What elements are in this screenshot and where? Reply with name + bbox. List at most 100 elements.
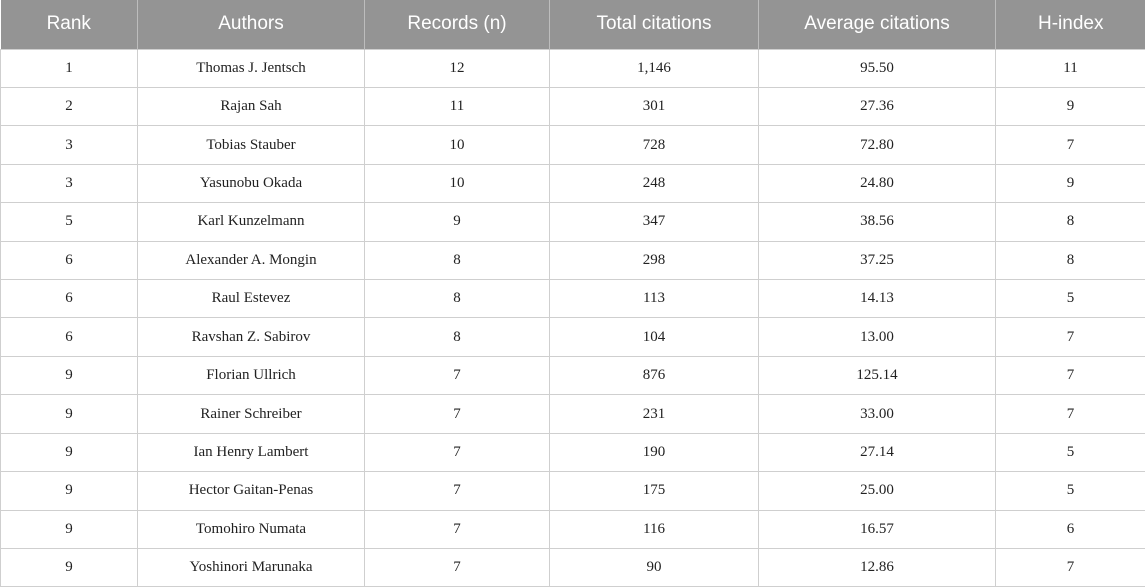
table-row: 9 Hector Gaitan-Penas 7 175 25.00 5 xyxy=(0,471,1145,511)
rank-cell: 6 xyxy=(0,279,138,319)
h-index-cell: 7 xyxy=(995,317,1145,357)
author-cell: Thomas J. Jentsch xyxy=(137,48,365,88)
average-citations-cell: 12.86 xyxy=(758,547,996,587)
total-citations-cell: 190 xyxy=(549,432,759,473)
table-row: 1 Thomas J. Jentsch 12 1,146 95.50 11 xyxy=(0,48,1145,88)
rank-cell: 3 xyxy=(0,125,138,165)
table-row: 3 Tobias Stauber 10 728 72.80 7 xyxy=(0,125,1145,165)
author-cell: Yoshinori Marunaka xyxy=(137,547,365,587)
records-cell: 7 xyxy=(364,509,550,549)
average-citations-cell: 16.57 xyxy=(758,509,996,549)
h-index-cell: 7 xyxy=(995,394,1145,434)
author-cell: Rajan Sah xyxy=(137,86,365,127)
header-authors: Authors xyxy=(137,0,365,49)
rank-cell: 9 xyxy=(0,471,138,511)
table-row: 6 Alexander A. Mongin 8 298 37.25 8 xyxy=(0,240,1145,281)
total-citations-cell: 231 xyxy=(549,394,759,434)
records-cell: 10 xyxy=(364,163,550,204)
records-cell: 7 xyxy=(364,471,550,511)
h-index-cell: 7 xyxy=(995,547,1145,587)
table-row: 5 Karl Kunzelmann 9 347 38.56 8 xyxy=(0,202,1145,242)
average-citations-cell: 95.50 xyxy=(758,48,996,88)
h-index-cell: 8 xyxy=(995,240,1145,281)
total-citations-cell: 876 xyxy=(549,355,759,396)
rank-cell: 6 xyxy=(0,240,138,281)
author-cell: Alexander A. Mongin xyxy=(137,240,365,281)
rank-cell: 9 xyxy=(0,394,138,434)
total-citations-cell: 90 xyxy=(549,547,759,587)
author-cell: Karl Kunzelmann xyxy=(137,202,365,242)
total-citations-cell: 298 xyxy=(549,240,759,281)
total-citations-cell: 728 xyxy=(549,125,759,165)
author-cell: Raul Estevez xyxy=(137,279,365,319)
author-cell: Tobias Stauber xyxy=(137,125,365,165)
table-row: 6 Ravshan Z. Sabirov 8 104 13.00 7 xyxy=(0,317,1145,357)
author-cell: Tomohiro Numata xyxy=(137,509,365,549)
total-citations-cell: 1,146 xyxy=(549,48,759,88)
records-cell: 12 xyxy=(364,48,550,88)
table-row: 6 Raul Estevez 8 113 14.13 5 xyxy=(0,279,1145,319)
total-citations-cell: 347 xyxy=(549,202,759,242)
h-index-cell: 9 xyxy=(995,163,1145,204)
header-total-citations: Total citations xyxy=(549,0,759,49)
rank-cell: 9 xyxy=(0,547,138,587)
records-cell: 7 xyxy=(364,394,550,434)
author-cell: Rainer Schreiber xyxy=(137,394,365,434)
table-row: 3 Yasunobu Okada 10 248 24.80 9 xyxy=(0,163,1145,204)
total-citations-cell: 113 xyxy=(549,279,759,319)
records-cell: 11 xyxy=(364,86,550,127)
header-average-citations: Average citations xyxy=(758,0,996,49)
h-index-cell: 11 xyxy=(995,48,1145,88)
rank-cell: 9 xyxy=(0,355,138,396)
average-citations-cell: 38.56 xyxy=(758,202,996,242)
total-citations-cell: 301 xyxy=(549,86,759,127)
total-citations-cell: 116 xyxy=(549,509,759,549)
rank-cell: 3 xyxy=(0,163,138,204)
author-cell: Hector Gaitan-Penas xyxy=(137,471,365,511)
h-index-cell: 5 xyxy=(995,432,1145,473)
records-cell: 7 xyxy=(364,432,550,473)
rank-cell: 9 xyxy=(0,509,138,549)
header-h-index: H-index xyxy=(995,0,1145,49)
average-citations-cell: 27.36 xyxy=(758,86,996,127)
h-index-cell: 5 xyxy=(995,279,1145,319)
h-index-cell: 9 xyxy=(995,86,1145,127)
header-rank: Rank xyxy=(46,13,91,35)
rank-cell: 6 xyxy=(0,317,138,357)
table-row: 9 Ian Henry Lambert 7 190 27.14 5 xyxy=(0,432,1145,473)
records-cell: 9 xyxy=(364,202,550,242)
records-cell: 10 xyxy=(364,125,550,165)
table-body: 1 Thomas J. Jentsch 12 1,146 95.50 11 2 Rajan S… xyxy=(0,48,1145,587)
records-cell: 7 xyxy=(364,355,550,396)
average-citations-cell: 72.80 xyxy=(758,125,996,165)
author-cell: Florian Ullrich xyxy=(137,355,365,396)
rank-cell: 9 xyxy=(0,432,138,473)
table-row: 9 Florian Ullrich 7 876 125.14 7 xyxy=(0,355,1145,396)
h-index-cell: 7 xyxy=(995,125,1145,165)
total-citations-cell: 175 xyxy=(549,471,759,511)
average-citations-cell: 27.14 xyxy=(758,432,996,473)
table-row: 9 Tomohiro Numata 7 116 16.57 6 xyxy=(0,509,1145,549)
average-citations-cell: 125.14 xyxy=(758,355,996,396)
total-citations-cell: 248 xyxy=(549,163,759,204)
h-index-cell: 6 xyxy=(995,509,1145,549)
rank-cell: 5 xyxy=(0,202,138,242)
table-row: 9 Yoshinori Marunaka 7 90 12.86 7 xyxy=(0,547,1145,587)
author-cell: Yasunobu Okada xyxy=(137,163,365,204)
total-citations-cell: 104 xyxy=(549,317,759,357)
h-index-cell: 5 xyxy=(995,471,1145,511)
rank-cell: 2 xyxy=(0,86,138,127)
header-row: Rank Authors Records (n) Total citations… xyxy=(0,0,1145,49)
header-records: Records (n) xyxy=(364,0,550,49)
records-cell: 8 xyxy=(364,279,550,319)
table-row: 9 Rainer Schreiber 7 231 33.00 7 xyxy=(0,394,1145,434)
h-index-cell: 8 xyxy=(995,202,1145,242)
average-citations-cell: 33.00 xyxy=(758,394,996,434)
average-citations-cell: 14.13 xyxy=(758,279,996,319)
average-citations-cell: 37.25 xyxy=(758,240,996,281)
average-citations-cell: 13.00 xyxy=(758,317,996,357)
author-cell: Ravshan Z. Sabirov xyxy=(137,317,365,357)
rank-cell: 1 xyxy=(0,48,138,88)
records-cell: 8 xyxy=(364,317,550,357)
